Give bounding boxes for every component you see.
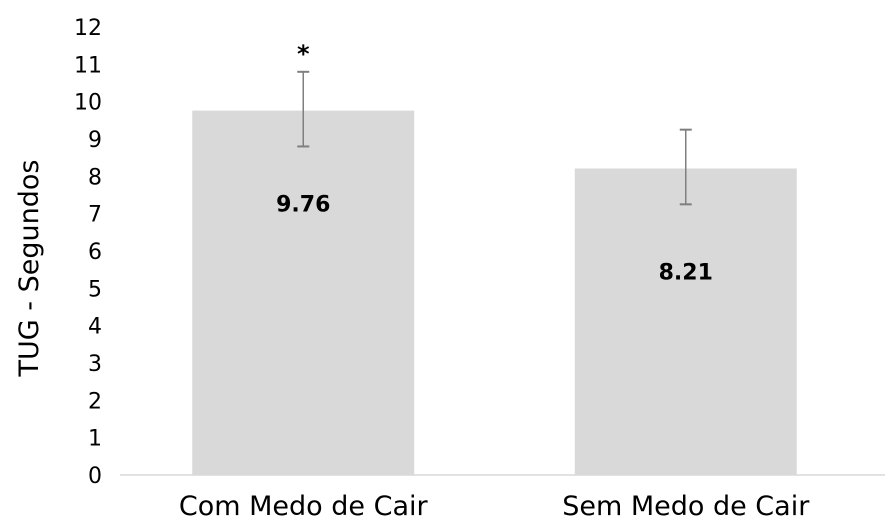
y-tick-label: 5 [88, 277, 102, 302]
data-labels-group: 9.76 * 8.21 [276, 40, 713, 286]
x-category-label: Com Medo de Cair [179, 491, 429, 522]
data-label: 8.21 [659, 260, 713, 285]
y-tick-label: 1 [88, 427, 102, 452]
category-labels-group: Com Medo de Cair Sem Medo de Cair [179, 491, 810, 522]
y-tick-label: 0 [88, 464, 102, 489]
x-category-label: Sem Medo de Cair [562, 491, 810, 522]
y-tick-label: 10 [74, 91, 102, 116]
bar [192, 110, 415, 476]
y-tick-label: 9 [88, 128, 102, 153]
y-tick-label: 3 [88, 352, 102, 377]
y-tick-label: 4 [88, 315, 102, 340]
data-label: 9.76 [276, 193, 330, 218]
y-tick-label: 6 [88, 240, 102, 265]
y-tick-label: 8 [88, 165, 102, 190]
bars-group [192, 110, 797, 476]
y-tick-label: 7 [88, 203, 102, 228]
bar [574, 168, 797, 475]
significance-marker: * [297, 40, 310, 68]
y-tick-label: 11 [74, 53, 102, 78]
y-axis-title: TUG - Segundos [14, 160, 45, 378]
y-tick-label: 12 [74, 16, 102, 41]
y-tick-label: 2 [88, 389, 102, 414]
error-bars-group [297, 70, 692, 206]
